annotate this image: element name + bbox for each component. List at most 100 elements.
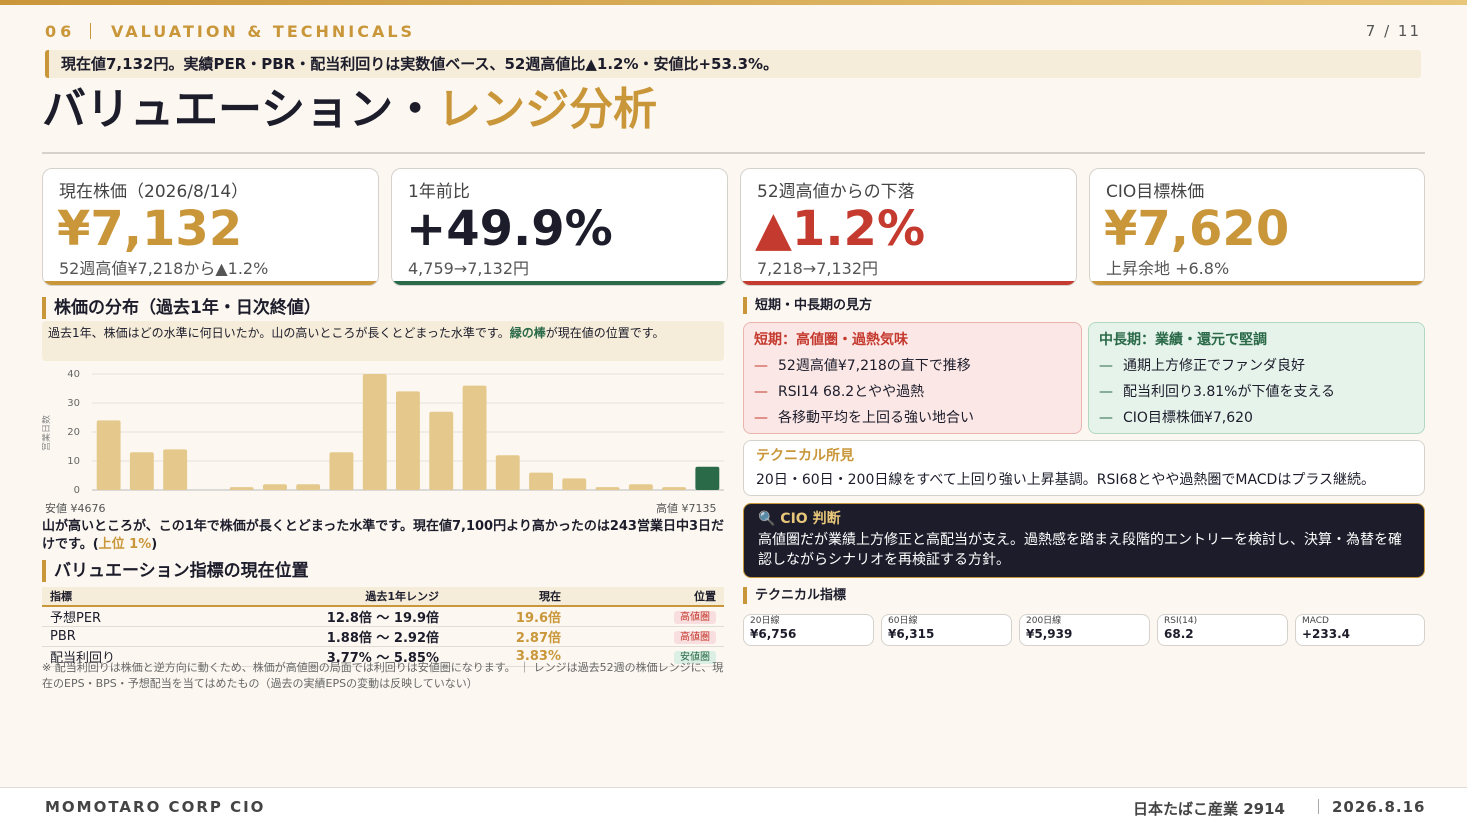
list-item-text: 通期上方修正でファンダ良好	[1123, 358, 1305, 374]
table-row: PBR 1.88倍 〜 2.92倍 2.87倍 高値圏	[42, 626, 724, 647]
y-tick-label: 0	[74, 485, 80, 496]
page-title: バリュエーション・レンジ分析	[42, 84, 657, 136]
kpi-accent-bar	[43, 281, 378, 285]
histogram-bar	[429, 411, 454, 490]
indicator-label: MACD	[1302, 616, 1329, 626]
header-divider	[90, 23, 91, 39]
histogram-bar	[529, 472, 553, 490]
mid-term-list: — 通期上方修正でファンダ良好 — 配当利回り3.81%が下値を支える — CIO目標…	[1099, 353, 1414, 431]
list-item: — 配当利回り3.81%が下値を支える	[1099, 379, 1414, 405]
kpi-card-target: CIO目標株価 ¥7,620 上昇余地 +6.8%	[1089, 168, 1425, 286]
metric-name: 配当利回り	[42, 646, 242, 667]
position-badge: 高値圏	[674, 631, 716, 644]
indicator-card-ma200: 200日線 ¥5,939	[1019, 614, 1150, 646]
footer-company: 日本たばこ産業 2914	[1133, 800, 1285, 818]
kpi-label: 52週高値からの下落	[757, 182, 915, 202]
metric-position-cell: 安値圏	[569, 646, 724, 667]
histogram-bar	[229, 487, 254, 490]
dash-mark: —	[1099, 358, 1113, 374]
kpi-accent-bar	[392, 281, 727, 285]
y-tick-label: 20	[67, 427, 80, 438]
summary-text: 山が高いところが、この1年で株価が長くとどまった水準です。現在値7,100円より…	[42, 519, 725, 552]
top-accent-bar	[0, 0, 1467, 5]
list-item-text: 配当利回り3.81%が下値を支える	[1123, 384, 1336, 400]
col-header: 指標	[42, 587, 242, 607]
kpi-label: CIO目標株価	[1106, 182, 1205, 202]
indicator-card-macd: MACD +233.4	[1295, 614, 1425, 646]
footer-separator	[1318, 799, 1319, 814]
kpi-value: +49.9%	[406, 201, 613, 257]
dash-mark: —	[1099, 384, 1113, 400]
slide-header: 06 VALUATION & TECHNICALS 7 / 11	[45, 20, 1421, 42]
histogram-bar	[129, 452, 154, 490]
indicator-card-ma20: 20日線 ¥6,756	[743, 614, 874, 646]
footer-date: 2026.8.16	[1332, 798, 1426, 816]
list-item-text: 各移動平均を上回る強い地合い	[778, 410, 974, 426]
histogram-bar	[263, 484, 287, 490]
histogram-bar	[662, 487, 686, 490]
valuation-table: 指標 過去1年レンジ 現在 位置 予想PER 12.8倍 〜 19.9倍 19.…	[42, 587, 724, 667]
histogram-bar	[296, 484, 321, 490]
histogram-bar	[495, 455, 520, 490]
indicator-card-ma60: 60日線 ¥6,315	[881, 614, 1012, 646]
axis-low-label: 安値 ¥4676	[45, 502, 106, 515]
summary-text-end: )	[151, 537, 158, 552]
metric-current: 2.87倍	[447, 626, 569, 647]
list-item-text: 52週高値¥7,218の直下で推移	[778, 358, 971, 374]
metric-name: 予想PER	[42, 606, 242, 627]
distribution-summary: 山が高いところが、この1年で株価が長くとどまった水準です。現在値7,100円より…	[42, 518, 726, 554]
section-number: 06	[45, 22, 76, 41]
position-badge: 安値圏	[674, 651, 716, 664]
metric-range: 12.8倍 〜 19.9倍	[242, 606, 447, 627]
views-heading: 短期・中長期の見方	[743, 297, 872, 314]
histogram-bar	[163, 449, 188, 490]
short-term-view: 短期：高値圏・過熱気味 — 52週高値¥7,218の直下で推移 — RSI14 68…	[743, 322, 1082, 434]
valuation-footnote: ※ 配当利回りは株価と逆方向に動くため、株価が高値圏の局面では利回りは安値圏にな…	[42, 661, 724, 690]
histogram-bar	[462, 385, 487, 490]
metric-current: 19.6倍	[447, 606, 569, 627]
distribution-heading: 株価の分布（過去1年・日次終値）	[42, 297, 321, 319]
indicator-label: 60日線	[888, 616, 918, 626]
indicator-value: ¥6,315	[888, 627, 935, 641]
dash-mark: —	[754, 358, 768, 374]
summary-highlight: 上位 1%	[98, 537, 152, 552]
y-tick-label: 10	[67, 456, 80, 467]
kpi-accent-bar	[741, 281, 1076, 285]
indicator-value: ¥5,939	[1026, 627, 1073, 641]
footer-divider	[0, 787, 1467, 788]
note-text: 過去1年、株価はどの水準に何日いたか。山の高いところが長くとどまった水準です。	[48, 326, 510, 340]
dash-mark: —	[1099, 410, 1113, 426]
metric-position-cell: 高値圏	[569, 606, 724, 627]
list-item: — 通期上方修正でファンダ良好	[1099, 353, 1414, 379]
metric-range: 3.77% 〜 5.85%	[242, 646, 447, 667]
page-number: 7 / 11	[1365, 22, 1421, 40]
metric-name: PBR	[42, 626, 242, 647]
histogram-bar	[396, 391, 420, 490]
indicator-label: 20日線	[750, 616, 780, 626]
axis-high-label: 高値 ¥7135	[656, 502, 717, 515]
section-title: VALUATION & TECHNICALS	[111, 22, 416, 41]
indicator-value: 68.2	[1164, 627, 1194, 641]
indicators-heading: テクニカル指標	[743, 587, 846, 604]
y-tick-label: 40	[67, 369, 80, 380]
table-header-row: 指標 過去1年レンジ 現在 位置	[42, 587, 724, 607]
distribution-note: 過去1年、株価はどの水準に何日いたか。山の高いところが長くとどまった水準です。緑…	[42, 321, 724, 361]
kpi-card-drawdown: 52週高値からの下落 ▲1.2% 7,218→7,132円	[740, 168, 1077, 286]
footer: MOMOTARO CORP CIO 日本たばこ産業 2914 2026.8.16	[0, 788, 1467, 825]
cio-judgement: 🔍 CIO 判断 高値圏だが業績上方修正と高配当が支え。過熱感を踏まえ段階的エン…	[743, 503, 1425, 578]
kpi-sub: 上昇余地 +6.8%	[1106, 259, 1230, 278]
cio-title: 🔍 CIO 判断	[758, 511, 841, 527]
chart-svg: 0 10 20 30 40 営業日数	[42, 369, 724, 496]
indicator-card-rsi: RSI(14) 68.2	[1157, 614, 1288, 646]
kpi-label: 現在株価（2026/8/14）	[59, 182, 249, 202]
histogram-bar	[362, 374, 387, 490]
title-divider	[42, 152, 1425, 154]
col-header: 現在	[447, 587, 569, 607]
technical-text: 20日・60日・200日線をすべて上回り強い上昇基調。RSI68とやや過熱圏でM…	[756, 472, 1376, 488]
histogram-bar	[562, 478, 587, 490]
kpi-value: ▲1.2%	[755, 201, 926, 257]
histogram-bar	[595, 487, 620, 490]
indicator-value: +233.4	[1302, 627, 1351, 641]
indicator-label: 200日線	[1026, 616, 1062, 626]
list-item-text: RSI14 68.2とやや過熱	[778, 384, 925, 400]
